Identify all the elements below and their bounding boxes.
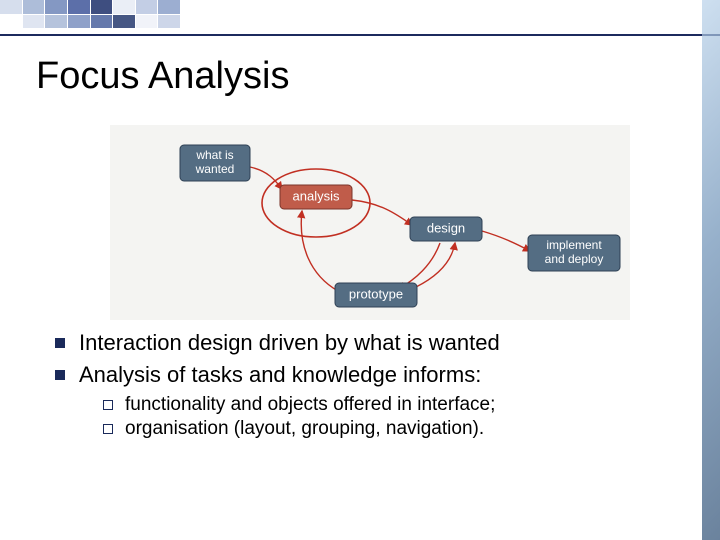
bullet-square-icon [55,370,65,380]
bullet-hollow-square-icon [103,424,113,434]
bullet-l1: Interaction design driven by what is wan… [55,330,655,356]
bullet-hollow-square-icon [103,400,113,410]
bullet-l2: organisation (layout, grouping, navigati… [103,418,655,440]
node-wanted: what iswanted [180,145,250,181]
side-strip [702,0,720,540]
bullet-l2: functionality and objects offered in int… [103,394,655,416]
top-rule [0,34,720,36]
process-diagram: what iswanted analysis design implementand … [110,125,630,320]
node-prototype: prototype [335,283,417,307]
bullet-l1: Analysis of tasks and knowledge informs: [55,362,655,388]
bullet-list: Interaction design driven by what is wan… [55,330,655,442]
bullet-text: functionality and objects offered in int… [125,394,495,416]
bullet-text: Interaction design driven by what is wan… [79,330,500,356]
node-design: design [410,217,482,241]
diagram-svg: what iswanted analysis design implementand … [110,125,630,320]
svg-text:analysis: analysis [293,188,340,203]
svg-text:prototype: prototype [349,286,403,301]
bullet-text: Analysis of tasks and knowledge informs: [79,362,481,388]
svg-text:wanted: wanted [195,162,235,176]
bullet-square-icon [55,338,65,348]
svg-text:what is: what is [195,148,233,162]
bullet-text: organisation (layout, grouping, navigati… [125,418,484,440]
svg-text:implement: implement [546,238,602,252]
corner-decoration [0,0,180,28]
svg-text:design: design [427,220,465,235]
svg-text:and deploy: and deploy [545,252,604,266]
node-impl: implementand deploy [528,235,620,271]
node-analysis: analysis [280,185,352,209]
slide-title: Focus Analysis [36,55,289,98]
